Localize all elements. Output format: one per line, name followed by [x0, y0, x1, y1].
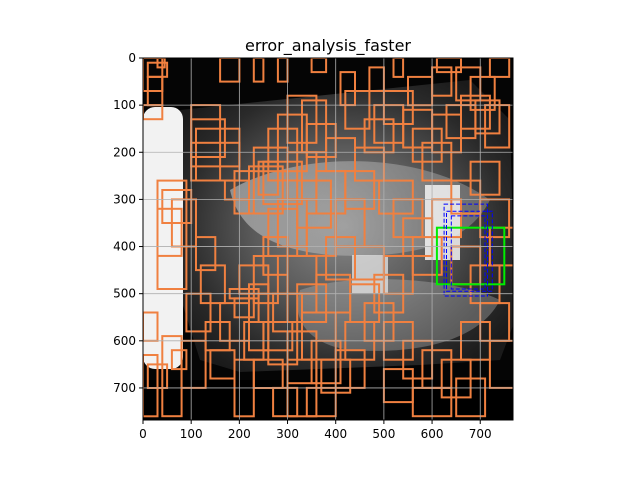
y-tick-label: 400: [113, 240, 136, 254]
prediction-box: [262, 160, 303, 206]
prediction-box: [209, 349, 236, 380]
prediction-box: [233, 170, 255, 215]
x-axis: 0 100 200 300 400 500 600 700: [139, 420, 492, 441]
image-lower-band: [143, 380, 513, 420]
photo-layer: [143, 58, 513, 420]
y-tick-label: 600: [113, 334, 136, 348]
x-tick-label: 0: [139, 427, 147, 441]
prediction-box: [252, 255, 279, 305]
prediction-box: [474, 99, 501, 135]
x-tick-label: 300: [276, 427, 299, 441]
match-box: [450, 215, 486, 290]
prediction-box: [392, 58, 405, 78]
prediction-box: [156, 207, 183, 257]
x-tick-label: 100: [180, 427, 203, 441]
prediction-box: [435, 58, 462, 74]
prediction-box: [411, 127, 443, 163]
y-tick-label: 200: [113, 145, 136, 159]
prediction-box: [455, 377, 487, 418]
prediction-box: [325, 137, 357, 173]
prediction-box: [378, 179, 414, 215]
prediction-box: [170, 349, 188, 371]
match-box: [446, 210, 493, 292]
prediction-box: [344, 90, 371, 130]
match-box: [443, 203, 489, 297]
y-tick-label: 300: [113, 192, 136, 206]
bright-lower-region: [297, 279, 500, 351]
prediction-box: [349, 283, 381, 323]
prediction-box: [469, 160, 501, 196]
prediction-box: [248, 283, 270, 352]
prediction-box: [143, 354, 159, 418]
plot-frame: [142, 57, 514, 421]
prediction-box: [296, 283, 328, 323]
y-tick-label: 700: [113, 381, 136, 395]
prediction-box: [195, 236, 217, 272]
prediction-box: [248, 165, 284, 215]
x-tick-label: 200: [228, 427, 251, 441]
prediction-box: [310, 58, 328, 74]
white-edge-object: [143, 107, 183, 369]
ground-truth-box: [435, 226, 506, 286]
prediction-box: [143, 58, 164, 92]
x-tick-label: 600: [421, 427, 444, 441]
prediction-box: [267, 207, 299, 257]
prediction-box: [199, 264, 226, 305]
x-tick-label: 700: [469, 427, 492, 441]
y-tick-label: 500: [113, 287, 136, 301]
x-tick-label: 500: [372, 427, 395, 441]
x-tick-label: 400: [324, 427, 347, 441]
chart-title: error_analysis_faster: [245, 36, 411, 56]
prediction-box: [469, 75, 496, 111]
y-axis: 0 100 200 300 400 500 600 700: [113, 51, 143, 395]
prediction-box: [252, 58, 265, 83]
prediction-box: [233, 297, 255, 319]
prediction-box: [488, 58, 511, 78]
prediction-box: [267, 127, 299, 182]
y-tick-label: 100: [113, 98, 136, 112]
prediction-box: [296, 179, 332, 229]
prediction-box: [421, 141, 453, 182]
y-tick-label: 0: [128, 51, 136, 65]
